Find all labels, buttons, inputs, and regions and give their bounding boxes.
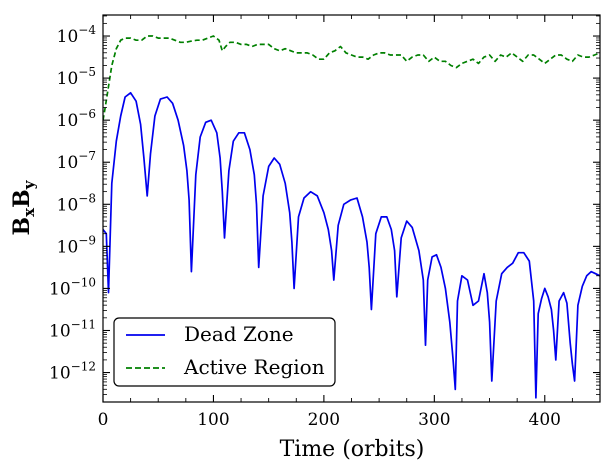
y-axis-title-sub-y: y (20, 179, 38, 190)
x-axis-title: Time (orbits) (280, 437, 425, 462)
svg-text:BxBy: BxBy (9, 179, 38, 235)
y-tick-label: 10−5 (57, 65, 96, 89)
legend-box (113, 317, 336, 387)
legend-label-dead-zone: Dead Zone (184, 322, 294, 346)
y-tick-label: 10−6 (57, 107, 96, 131)
series-layer (103, 35, 600, 399)
y-tick-label: 10−7 (57, 149, 96, 173)
series-line-dead-zone (103, 91, 600, 399)
y-tick-label: 10−4 (57, 23, 97, 47)
x-tick-label: 100 (197, 410, 229, 430)
y-tick-label: 10−8 (57, 191, 96, 215)
x-tick-label: 300 (418, 410, 450, 430)
x-tick-label: 200 (308, 410, 340, 430)
y-tick-label: 10−11 (49, 317, 96, 341)
legend-label-active-region: Active Region (183, 355, 325, 379)
y-tick-label: 10−10 (49, 275, 96, 299)
x-tick-label: 0 (98, 410, 109, 430)
tick-layer: 0 100 200 300 400 10−12 10−11 10−10 10−9 10−8 10−7… (49, 15, 601, 430)
plot-frame (102, 14, 601, 403)
y-tick-label: 10−9 (57, 233, 96, 257)
y-axis-title-b1: B (9, 217, 35, 236)
y-axis-title-sub-x: x (20, 207, 38, 217)
series-line-active-region (103, 35, 600, 121)
y-tick-label: 10−12 (49, 360, 96, 384)
y-axis-title: BxBy (9, 179, 38, 235)
x-tick-label: 400 (529, 410, 561, 430)
legend: Dead Zone Active Region (113, 317, 336, 387)
y-axis-title-b2: B (9, 189, 35, 208)
